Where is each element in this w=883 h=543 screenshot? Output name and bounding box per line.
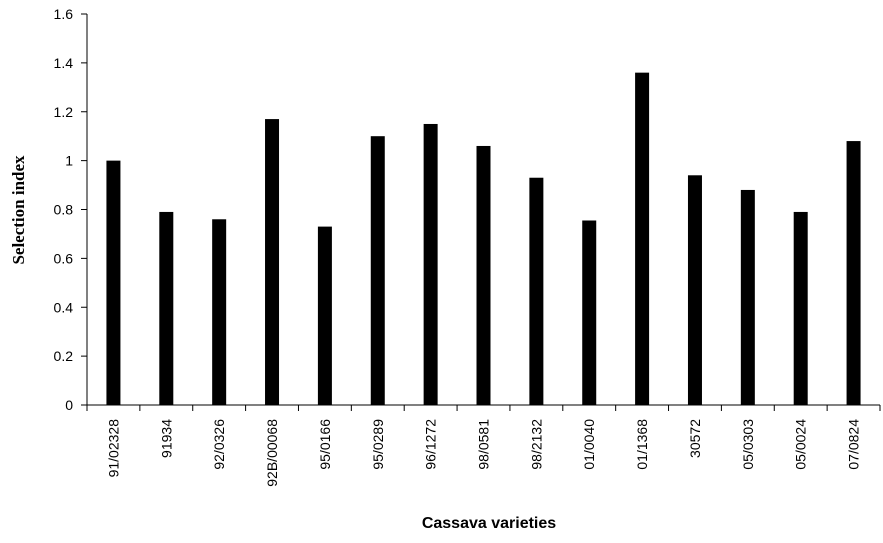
x-tick-label: 95/0289 [370, 419, 386, 470]
x-tick-label: 98/2132 [528, 419, 544, 470]
y-tick-label: 1 [65, 153, 73, 169]
x-axis-title: Cassava varieties [422, 515, 556, 532]
y-tick-label: 0.4 [54, 299, 74, 315]
x-tick-label: 07/0824 [846, 419, 862, 470]
x-tick-label: 95/0166 [317, 419, 333, 470]
bar [740, 189, 755, 405]
x-tick-label: 91934 [158, 419, 174, 458]
x-tick-label: 05/0024 [793, 419, 809, 470]
bar [687, 175, 702, 405]
bar [317, 226, 332, 405]
y-tick-label: 0 [65, 397, 73, 413]
x-tick-label: 01/0040 [581, 419, 597, 470]
bar [529, 177, 544, 405]
y-tick-label: 0.6 [54, 250, 74, 266]
y-axis: 0 0.2 0.4 0.6 0.8 1 1.2 1.4 1.6 [54, 6, 88, 413]
y-tick-label: 1.6 [54, 6, 74, 22]
bar [159, 211, 174, 405]
bar [265, 119, 280, 406]
x-tick-label: 91/02328 [105, 419, 121, 478]
x-tick-label: 01/1368 [634, 419, 650, 470]
bar [476, 145, 491, 405]
bar [635, 72, 650, 406]
y-tick-label: 1.2 [54, 104, 74, 120]
bars [106, 72, 861, 406]
y-tick-label: 0.8 [54, 202, 74, 218]
bar [846, 141, 861, 405]
y-axis-title: Selection index [9, 155, 28, 265]
y-tick-label: 0.2 [54, 348, 74, 364]
x-tick-label: 92/0326 [211, 419, 227, 470]
x-tick-label: 92B/00068 [264, 419, 280, 487]
bar [212, 219, 227, 405]
y-tick-label: 1.4 [54, 55, 74, 71]
x-tick-label: 96/1272 [423, 419, 439, 470]
x-tick-labels: 91/02328 91934 92/0326 92B/00068 95/0166 95/0… [105, 419, 861, 487]
x-tick-label: 98/0581 [476, 419, 492, 470]
bar [582, 220, 597, 405]
x-tick-label: 30572 [687, 419, 703, 458]
bar [423, 123, 438, 405]
x-tick-label: 05/0303 [740, 419, 756, 470]
bar [106, 160, 121, 405]
x-axis [86, 404, 881, 411]
bar [370, 136, 385, 405]
bar [793, 211, 808, 405]
